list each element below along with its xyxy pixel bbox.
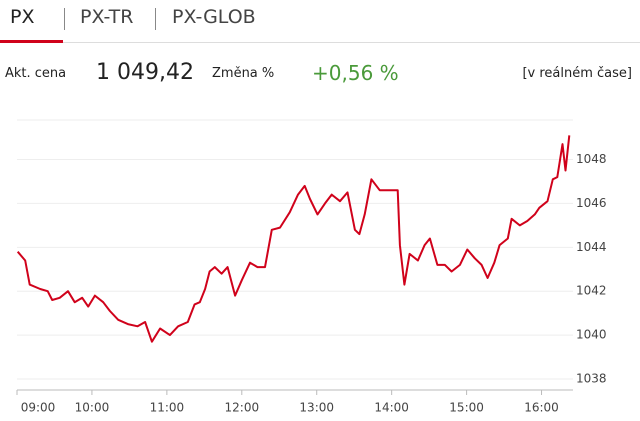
y-tick-label: 1048	[576, 152, 607, 166]
x-tick-label: 13:00	[299, 401, 334, 415]
change: +0,56 %	[312, 61, 399, 85]
price-line	[16, 135, 571, 343]
separator	[64, 8, 65, 30]
y-tick-label: 1044	[576, 240, 607, 254]
x-tick-label: 11:00	[150, 401, 185, 415]
price: 1 049,42	[96, 60, 194, 85]
x-tick-label: 14:00	[374, 401, 409, 415]
x-tick-label: 10:00	[75, 401, 110, 415]
realtime-note: [v reálném čase]	[522, 66, 632, 81]
tab-bar: PX PX-TR PX-GLOB	[0, 0, 640, 43]
y-tick-label: 1038	[576, 372, 607, 386]
change-label: Změna %	[212, 66, 275, 81]
price-label: Akt. cena	[5, 66, 67, 81]
y-tick-label: 1040	[576, 328, 607, 342]
active-indicator	[0, 40, 63, 43]
tab[interactable]: PX-TR	[80, 6, 134, 28]
x-tick-label: 12:00	[225, 401, 260, 415]
separator	[155, 8, 156, 30]
x-tick-label: 15:00	[449, 401, 484, 415]
tab[interactable]: PX-GLOB	[172, 6, 256, 28]
y-tick-label: 1046	[576, 196, 607, 210]
y-tick-label: 1042	[576, 284, 607, 298]
tab[interactable]: PX	[10, 6, 35, 28]
x-tick-label: 09:00	[21, 401, 56, 415]
x-tick-label: 16:00	[524, 401, 559, 415]
